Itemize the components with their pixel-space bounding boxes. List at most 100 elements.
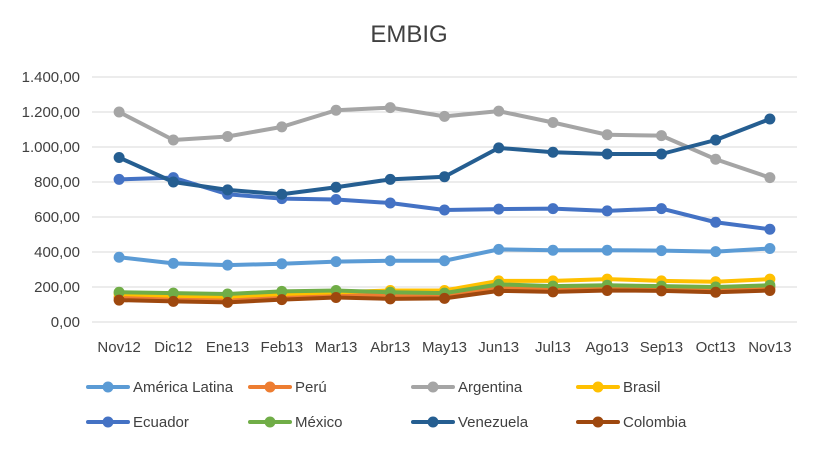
y-tick-label: 1.200,00: [22, 104, 80, 121]
data-point: [167, 257, 179, 269]
x-tick-label: Feb13: [261, 339, 304, 356]
chart-title: EMBIG: [370, 21, 447, 48]
y-tick-label: 600,00: [34, 209, 80, 226]
x-tick-label: May13: [422, 339, 467, 356]
data-point: [384, 173, 396, 185]
data-point: [710, 216, 722, 228]
data-point: [493, 285, 505, 297]
data-point: [113, 286, 125, 298]
data-point: [113, 294, 125, 306]
data-point: [167, 176, 179, 188]
data-point: [493, 243, 505, 255]
data-point: [222, 259, 234, 271]
data-point: [113, 251, 125, 263]
data-point: [439, 204, 450, 216]
legend-item: México: [248, 414, 343, 431]
y-tick-label: 200,00: [34, 279, 80, 296]
y-tick-label: 800,00: [34, 174, 80, 191]
y-tick-label: 400,00: [34, 244, 80, 261]
data-point: [384, 255, 396, 267]
data-point: [601, 205, 613, 217]
data-point: [601, 129, 613, 141]
data-point: [655, 245, 667, 257]
x-tick-label: Mar13: [315, 339, 358, 356]
x-tick-label: Nov12: [97, 339, 140, 356]
series-colombia: [113, 285, 776, 308]
data-point: [547, 146, 559, 158]
legend-label: Argentina: [458, 379, 523, 396]
data-point: [601, 148, 613, 160]
data-point: [439, 292, 450, 304]
legend-swatch-marker: [264, 381, 276, 393]
data-point: [710, 246, 722, 258]
data-point: [764, 113, 776, 125]
data-point: [167, 295, 179, 307]
x-tick-label: Sep13: [640, 339, 683, 356]
data-point: [547, 117, 559, 128]
legend: América Latina Perú Argentina Brasil Ecuador…: [86, 379, 687, 431]
legend-item: Ecuador: [86, 414, 189, 431]
y-axis-ticks: 0,00 200,00 400,00 600,00 800,00 1.000,00 1.20…: [22, 69, 80, 331]
legend-item: Venezuela: [411, 414, 529, 431]
series-lines: [113, 102, 776, 308]
data-point: [384, 197, 396, 209]
legend-item: América Latina: [86, 379, 234, 396]
x-tick-label: Ene13: [206, 339, 249, 356]
data-point: [330, 194, 342, 205]
data-point: [330, 256, 342, 268]
series-line: [117, 175, 772, 232]
legend-item: Perú: [248, 379, 327, 396]
legend-swatch-marker: [102, 416, 114, 428]
legend-swatch-marker: [427, 381, 439, 393]
legend-label: América Latina: [133, 379, 234, 396]
data-point: [167, 134, 179, 146]
series-line: [117, 117, 772, 197]
data-point: [710, 153, 722, 165]
data-point: [710, 286, 722, 298]
y-tick-label: 0,00: [51, 314, 80, 331]
legend-item: Argentina: [411, 379, 523, 396]
data-point: [113, 173, 125, 185]
legend-swatch-marker: [592, 416, 604, 428]
x-tick-label: Ago13: [586, 339, 629, 356]
data-point: [655, 148, 667, 160]
data-point: [547, 203, 559, 215]
data-point: [222, 296, 234, 308]
data-point: [167, 287, 179, 299]
legend-item: Colombia: [576, 414, 687, 431]
data-point: [276, 285, 288, 297]
data-point: [276, 188, 288, 200]
data-point: [113, 152, 125, 163]
data-point: [330, 292, 342, 303]
y-tick-label: 1.000,00: [22, 139, 80, 156]
x-tick-label: Jul13: [535, 339, 571, 356]
x-tick-label: Jun13: [478, 339, 519, 356]
legend-label: Venezuela: [458, 414, 529, 431]
data-point: [764, 285, 776, 296]
series-venezuela: [113, 113, 776, 200]
data-point: [655, 130, 667, 142]
data-point: [276, 121, 288, 133]
data-point: [330, 104, 342, 116]
data-point: [601, 244, 613, 256]
data-point: [493, 203, 505, 215]
legend-label: Colombia: [623, 414, 687, 431]
x-tick-label: Abr13: [370, 339, 410, 356]
data-point: [655, 203, 667, 215]
data-point: [439, 171, 450, 183]
data-point: [439, 255, 450, 267]
legend-swatch-marker: [102, 381, 114, 393]
data-point: [493, 105, 505, 117]
x-tick-label: Nov13: [748, 339, 791, 356]
data-point: [276, 294, 288, 306]
data-point: [113, 106, 125, 118]
legend-label: México: [295, 414, 343, 431]
data-point: [547, 286, 559, 298]
x-axis-ticks: Nov12 Dic12 Ene13 Feb13 Mar13 Abr13 May13 Jun13…: [97, 339, 791, 356]
legend-swatch-marker: [592, 381, 604, 393]
data-point: [222, 184, 234, 196]
x-tick-label: Dic12: [154, 339, 192, 356]
data-point: [601, 285, 613, 296]
data-point: [330, 181, 342, 193]
